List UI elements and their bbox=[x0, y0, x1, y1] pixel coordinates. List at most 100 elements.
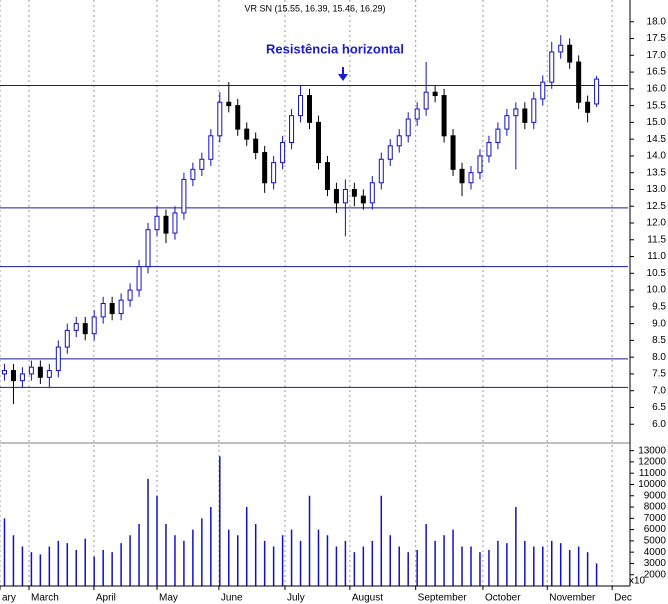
volume-bar bbox=[129, 535, 131, 586]
volume-bar bbox=[93, 556, 95, 586]
y-tick-label: 15.0 bbox=[647, 117, 667, 128]
volume-bar bbox=[156, 495, 158, 586]
y-tick-label: 9.5 bbox=[652, 301, 666, 312]
candle-body bbox=[118, 299, 124, 315]
volume-bar bbox=[254, 523, 257, 586]
volume-bar bbox=[317, 529, 320, 586]
volume-bar bbox=[443, 535, 445, 586]
volume-bar bbox=[111, 552, 113, 586]
volume-bar bbox=[48, 546, 51, 586]
candle-body bbox=[46, 370, 52, 378]
volume-bar bbox=[371, 540, 374, 586]
volume-bar bbox=[21, 546, 24, 586]
y-tick-label: 6.0 bbox=[652, 419, 666, 430]
candle-body bbox=[477, 155, 483, 174]
candle-body bbox=[91, 316, 97, 335]
candle-body bbox=[495, 128, 501, 144]
volume-bar bbox=[398, 546, 400, 586]
annotation: Resistência horizontal bbox=[266, 41, 404, 56]
volume-bar bbox=[479, 552, 481, 586]
candle-body bbox=[378, 158, 384, 184]
volume-bar bbox=[245, 507, 248, 586]
candle-body bbox=[271, 162, 277, 184]
volume-bar bbox=[389, 535, 392, 586]
candle-body bbox=[432, 91, 438, 97]
candle-body bbox=[585, 101, 591, 113]
volume-unit: x10 bbox=[629, 576, 646, 587]
volume-bar bbox=[515, 507, 517, 586]
volume-bar bbox=[488, 549, 490, 586]
candle-body bbox=[531, 98, 537, 123]
volume-bar bbox=[39, 554, 42, 586]
candle-body bbox=[217, 101, 223, 137]
volume-bar bbox=[138, 523, 140, 586]
volume-bar bbox=[12, 535, 15, 586]
x-tick-label: April bbox=[96, 593, 116, 604]
y-tick-label: 8.0 bbox=[652, 352, 666, 363]
candle-body bbox=[567, 44, 573, 63]
candle-body bbox=[208, 135, 214, 160]
y-tick-label: 11.0 bbox=[647, 251, 666, 262]
candle-body bbox=[19, 373, 25, 382]
candle-body bbox=[315, 121, 321, 164]
candle-body bbox=[226, 101, 232, 107]
volume-tick-label: 5000 bbox=[644, 536, 667, 547]
candle-body bbox=[73, 323, 79, 331]
candle-body bbox=[172, 212, 178, 234]
x-tick-label: ary bbox=[2, 593, 16, 604]
annotation-arrow bbox=[338, 67, 348, 81]
candle-body bbox=[280, 142, 286, 164]
candle-body bbox=[163, 215, 169, 234]
candle-body bbox=[253, 138, 259, 154]
candle-body bbox=[558, 44, 564, 53]
volume-bar bbox=[326, 535, 329, 586]
y-tick-label: 12.0 bbox=[647, 218, 667, 229]
candle-body bbox=[262, 152, 268, 184]
volume-tick-label: 12000 bbox=[638, 457, 666, 468]
volume-tick-label: 2000 bbox=[644, 569, 667, 580]
y-tick-label: 14.0 bbox=[647, 151, 667, 162]
candle-body bbox=[351, 188, 357, 197]
y-tick-label: 16.0 bbox=[647, 83, 667, 94]
volume-bar bbox=[120, 543, 122, 586]
candle-body bbox=[396, 135, 402, 147]
candle-body bbox=[10, 370, 16, 382]
volume-bar bbox=[353, 552, 356, 586]
volume-bar bbox=[506, 543, 508, 586]
candle-body bbox=[199, 158, 205, 170]
volume-bar bbox=[192, 529, 194, 586]
candle-body bbox=[324, 162, 330, 190]
candle-body bbox=[549, 51, 555, 83]
volume-bar bbox=[281, 535, 284, 586]
candle-body bbox=[540, 81, 546, 100]
volume-bar bbox=[290, 529, 293, 586]
candle-body bbox=[289, 115, 295, 144]
volume-bar bbox=[407, 552, 409, 586]
candle-body bbox=[504, 115, 510, 130]
candle-body bbox=[37, 366, 43, 378]
candle-body bbox=[154, 215, 160, 231]
y-tick-label: 16.5 bbox=[647, 67, 667, 78]
volume-bar bbox=[57, 540, 60, 586]
volume-bar bbox=[497, 540, 499, 586]
y-tick-label: 6.5 bbox=[652, 402, 666, 413]
volume-bar bbox=[524, 540, 526, 586]
candle-body bbox=[136, 266, 142, 291]
x-tick-label: November bbox=[549, 593, 596, 604]
candle-body bbox=[360, 195, 366, 204]
volume-bar bbox=[30, 552, 33, 586]
volume-bar bbox=[416, 549, 418, 586]
volume-bar bbox=[75, 549, 78, 586]
volume-bar bbox=[577, 546, 580, 586]
candle-body bbox=[109, 302, 115, 315]
volume-bar bbox=[335, 546, 338, 586]
y-tick-label: 8.5 bbox=[652, 335, 666, 346]
x-tick-label: August bbox=[352, 593, 383, 604]
y-tick-label: 7.5 bbox=[652, 369, 666, 380]
volume-bar bbox=[174, 535, 176, 586]
volume-tick-label: 9000 bbox=[644, 490, 667, 501]
volume-tick-label: 10000 bbox=[638, 479, 666, 490]
candle-body bbox=[100, 302, 106, 318]
